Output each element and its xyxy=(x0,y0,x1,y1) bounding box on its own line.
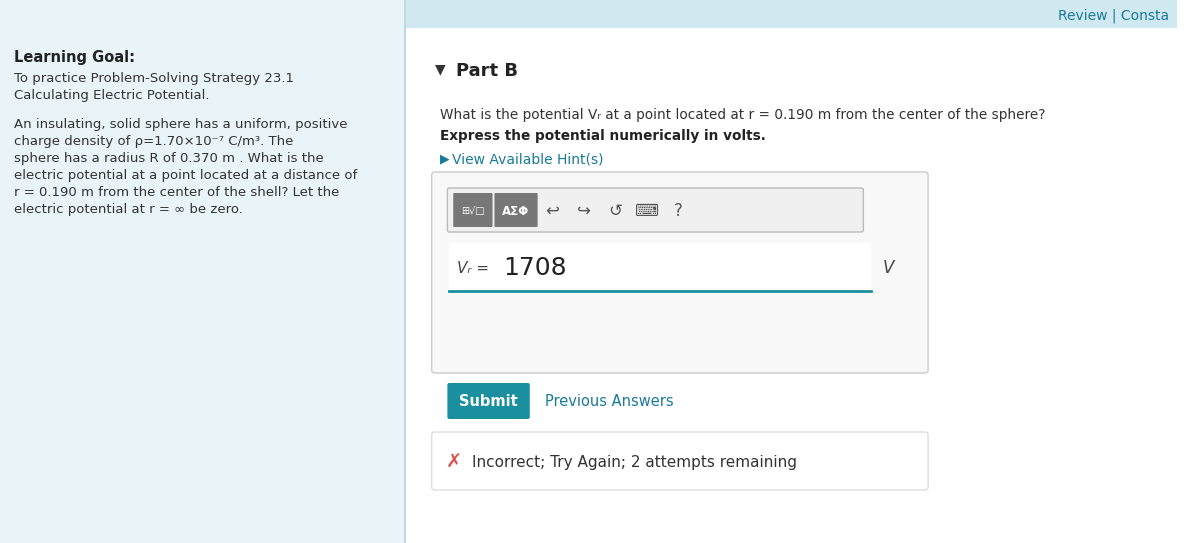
Text: Previous Answers: Previous Answers xyxy=(546,395,674,409)
Text: ⌨: ⌨ xyxy=(635,202,659,220)
Text: V: V xyxy=(883,259,894,277)
Text: Learning Goal:: Learning Goal: xyxy=(13,50,134,65)
Text: ↪: ↪ xyxy=(577,202,590,220)
Text: ▶: ▶ xyxy=(439,152,449,165)
Text: AΣΦ: AΣΦ xyxy=(503,205,529,218)
FancyBboxPatch shape xyxy=(432,172,928,373)
Text: Express the potential numerically in volts.: Express the potential numerically in vol… xyxy=(439,129,766,143)
Text: View Available Hint(s): View Available Hint(s) xyxy=(452,152,604,166)
Text: r = 0.190 m from the center of the shell? Let the: r = 0.190 m from the center of the shell… xyxy=(13,186,340,199)
Text: ↩: ↩ xyxy=(546,202,559,220)
Text: ⊞√□: ⊞√□ xyxy=(461,206,485,216)
Text: sphere has a radius R of 0.370 m . What is the: sphere has a radius R of 0.370 m . What … xyxy=(13,152,324,165)
Text: Part B: Part B xyxy=(456,62,518,80)
FancyBboxPatch shape xyxy=(448,383,529,419)
Text: ▼: ▼ xyxy=(434,62,445,76)
Text: electric potential at r = ∞ be zero.: electric potential at r = ∞ be zero. xyxy=(13,203,242,216)
Text: 1708: 1708 xyxy=(503,256,566,280)
Text: Calculating Electric Potential.: Calculating Electric Potential. xyxy=(13,89,209,102)
Text: ?: ? xyxy=(673,202,683,220)
Text: Submit: Submit xyxy=(460,395,518,409)
Text: ↺: ↺ xyxy=(608,202,622,220)
Text: Vᵣ =: Vᵣ = xyxy=(457,261,490,275)
FancyBboxPatch shape xyxy=(449,243,871,291)
Text: electric potential at a point located at a distance of: electric potential at a point located at… xyxy=(13,169,356,182)
Text: Review | Consta: Review | Consta xyxy=(1058,9,1170,23)
Text: What is the potential Vᵣ at a point located at r = 0.190 m from the center of th: What is the potential Vᵣ at a point loca… xyxy=(439,108,1045,122)
Text: An insulating, solid sphere has a uniform, positive: An insulating, solid sphere has a unifor… xyxy=(13,118,347,131)
Text: ✗: ✗ xyxy=(446,452,462,471)
Text: charge density of ρ=1.70×10⁻⁷ C/m³. The: charge density of ρ=1.70×10⁻⁷ C/m³. The xyxy=(13,135,293,148)
FancyBboxPatch shape xyxy=(454,193,492,227)
Text: Incorrect; Try Again; 2 attempts remaining: Incorrect; Try Again; 2 attempts remaini… xyxy=(472,454,797,470)
FancyBboxPatch shape xyxy=(448,188,863,232)
FancyBboxPatch shape xyxy=(0,0,406,543)
FancyBboxPatch shape xyxy=(494,193,538,227)
Text: To practice Problem-Solving Strategy 23.1: To practice Problem-Solving Strategy 23.… xyxy=(13,72,294,85)
FancyBboxPatch shape xyxy=(432,432,928,490)
FancyBboxPatch shape xyxy=(406,0,1177,28)
